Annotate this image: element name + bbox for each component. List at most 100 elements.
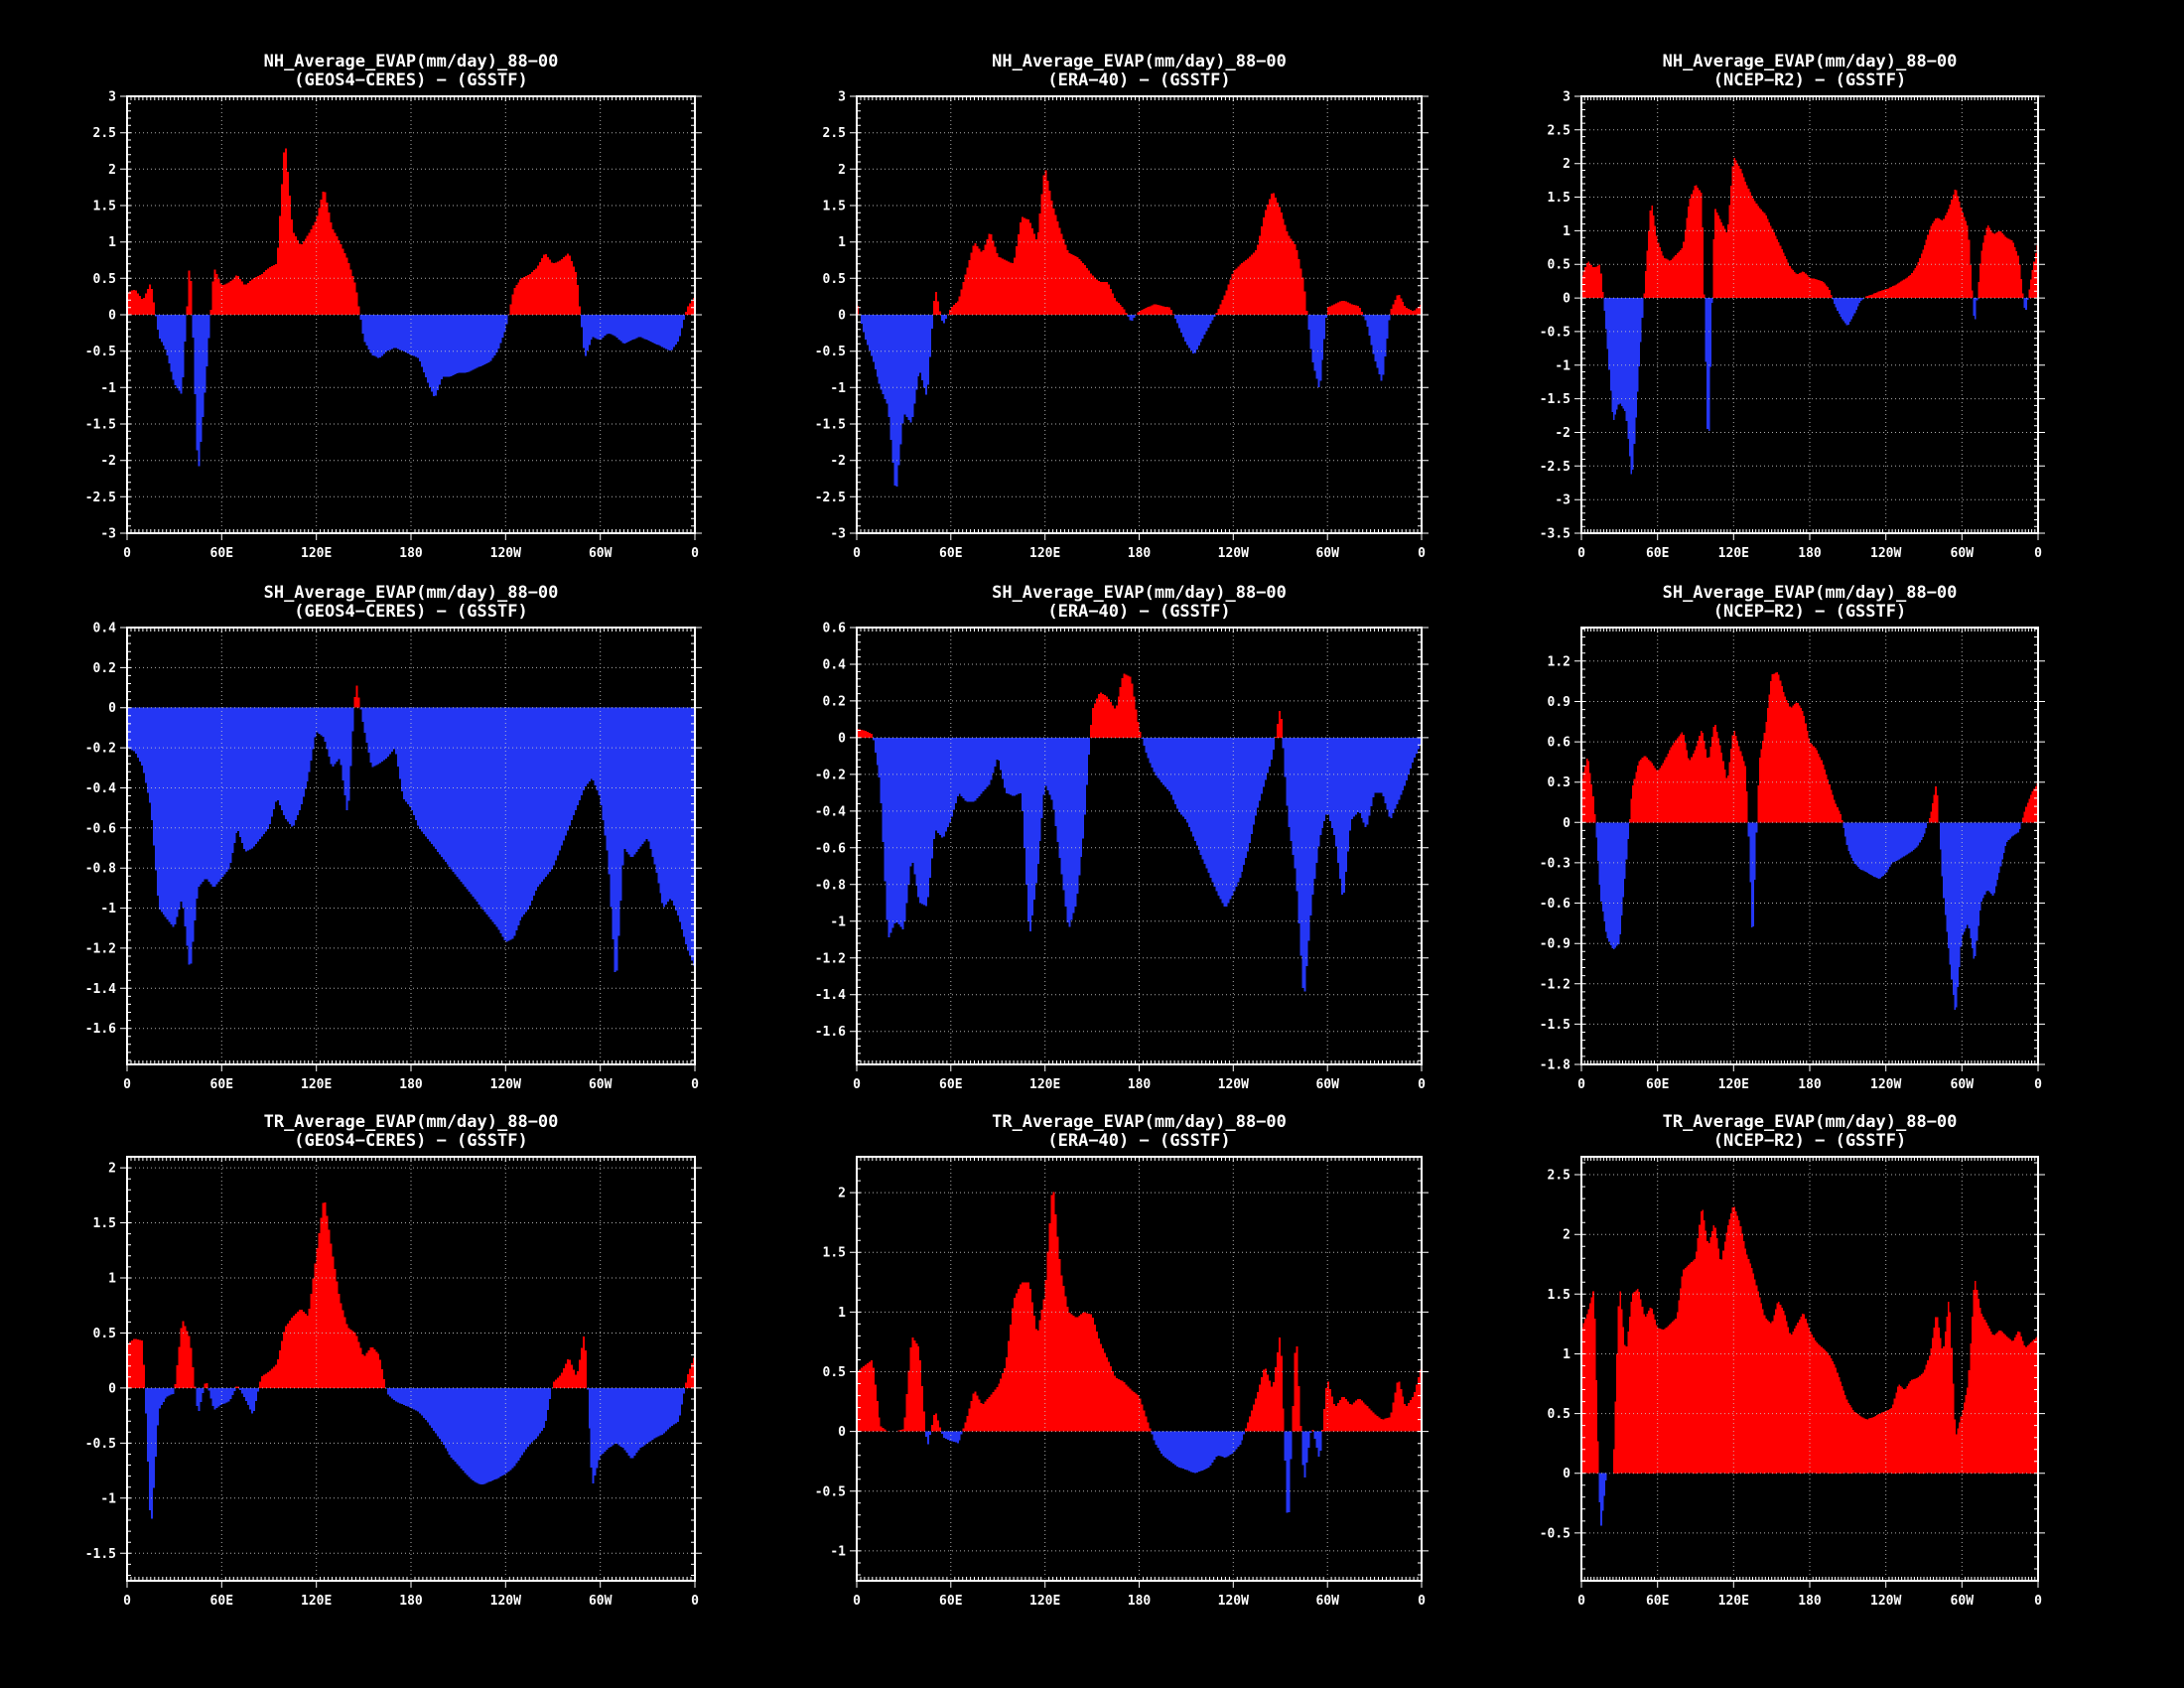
panel-title-block: SH_Average_EVAP(mm/day)_88−00 (NCEP−R2) … <box>1581 584 2038 622</box>
svg-text:0.5: 0.5 <box>93 272 116 287</box>
chart-plot-tr-ncep-r2: -0.5 0 0.5 1 1.5 2 2.5 0 60E 120E 180 120W 60W 0 <box>1540 1156 2045 1609</box>
svg-text:0: 0 <box>2034 546 2042 561</box>
svg-text:120E: 120E <box>1718 1077 1749 1092</box>
svg-text:120W: 120W <box>1218 1594 1249 1609</box>
svg-text:0: 0 <box>2034 1594 2042 1609</box>
svg-text:3: 3 <box>108 90 116 105</box>
svg-text:-0.8: -0.8 <box>815 878 846 893</box>
svg-text:0: 0 <box>123 546 131 561</box>
svg-text:120W: 120W <box>1218 1077 1249 1092</box>
svg-text:120W: 120W <box>1870 1594 1901 1609</box>
panel-tr-era40: TR_Average_EVAP(mm/day)_88−00 (ERA−40) −… <box>815 1113 1429 1609</box>
svg-text:-3.5: -3.5 <box>1540 527 1570 542</box>
svg-text:60W: 60W <box>589 546 613 561</box>
svg-text:180: 180 <box>1798 1077 1822 1092</box>
panel-title-block: TR_Average_EVAP(mm/day)_88−00 (ERA−40) −… <box>857 1113 1422 1151</box>
svg-text:1.2: 1.2 <box>1548 654 1570 669</box>
svg-text:0: 0 <box>1577 1077 1585 1092</box>
svg-text:0: 0 <box>1563 292 1570 307</box>
svg-text:0.5: 0.5 <box>823 272 846 287</box>
panel-title-block: TR_Average_EVAP(mm/day)_88−00 (NCEP−R2) … <box>1581 1113 2038 1151</box>
svg-text:3: 3 <box>1563 90 1570 105</box>
svg-text:1: 1 <box>108 1272 116 1287</box>
svg-text:60E: 60E <box>1646 1594 1669 1609</box>
svg-text:120W: 120W <box>1218 546 1249 561</box>
svg-text:60E: 60E <box>939 1594 962 1609</box>
svg-text:-1.8: -1.8 <box>1540 1058 1570 1073</box>
panel-tr-ncep-r2: TR_Average_EVAP(mm/day)_88−00 (NCEP−R2) … <box>1540 1113 2045 1609</box>
svg-text:2: 2 <box>1563 157 1570 172</box>
chart-subtitle: (NCEP−R2) − (GSSTF) <box>1712 1131 1907 1151</box>
svg-text:-0.2: -0.2 <box>85 742 116 757</box>
svg-text:60E: 60E <box>1646 546 1669 561</box>
svg-text:1: 1 <box>838 1306 846 1321</box>
svg-text:-0.3: -0.3 <box>1540 856 1570 871</box>
svg-text:180: 180 <box>1128 1077 1152 1092</box>
svg-text:-3: -3 <box>1555 493 1570 508</box>
svg-text:-1.6: -1.6 <box>85 1022 116 1037</box>
svg-text:-1.5: -1.5 <box>815 418 846 433</box>
svg-text:3: 3 <box>838 90 846 105</box>
svg-text:1.5: 1.5 <box>823 1246 846 1261</box>
svg-text:60W: 60W <box>1951 546 1975 561</box>
svg-text:-1.6: -1.6 <box>815 1025 846 1040</box>
chart-title: TR_Average_EVAP(mm/day)_88−00 <box>263 1112 559 1132</box>
svg-text:-2.5: -2.5 <box>85 491 116 505</box>
svg-text:2.5: 2.5 <box>1548 123 1570 138</box>
svg-text:120W: 120W <box>1870 546 1901 561</box>
chart-subtitle: (ERA−40) − (GSSTF) <box>1047 1131 1231 1151</box>
svg-text:0: 0 <box>691 1077 699 1092</box>
panel-sh-ncep-r2: SH_Average_EVAP(mm/day)_88−00 (NCEP−R2) … <box>1540 584 2045 1092</box>
svg-text:120E: 120E <box>301 1077 332 1092</box>
svg-text:0.5: 0.5 <box>93 1327 116 1341</box>
svg-text:-1: -1 <box>100 381 116 396</box>
chart-plot-sh-era40: -1.6 -1.4 -1.2 -1 -0.8 -0.6 -0.4 -0.2 0 0.2 0.4 0.6… <box>815 622 1429 1092</box>
svg-text:1: 1 <box>108 235 116 250</box>
chart-plot-nh-geos4-ceres: -3 -2.5 -2 -1.5 -1 -0.5 0 0.5 1 1.5 2 2.5 3 0 60E 120E 1… <box>85 90 702 561</box>
chart-title: NH_Average_EVAP(mm/day)_88−00 <box>1662 52 1958 71</box>
svg-text:0.6: 0.6 <box>1548 736 1571 751</box>
svg-text:0: 0 <box>2034 1077 2042 1092</box>
svg-text:-0.5: -0.5 <box>1540 1526 1570 1541</box>
svg-text:0: 0 <box>108 1381 116 1396</box>
svg-text:2.5: 2.5 <box>93 126 116 141</box>
svg-text:-1: -1 <box>830 381 846 396</box>
chart-title: NH_Average_EVAP(mm/day)_88−00 <box>992 52 1287 71</box>
svg-text:0: 0 <box>853 1077 861 1092</box>
svg-text:-1.5: -1.5 <box>1540 392 1570 407</box>
svg-text:180: 180 <box>1128 546 1152 561</box>
chart-plot-tr-geos4-ceres: -1.5 -1 -0.5 0 0.5 1 1.5 2 0 60E 120E 180 120W 60W 0 <box>85 1156 702 1609</box>
svg-text:120E: 120E <box>1029 1077 1060 1092</box>
svg-text:60E: 60E <box>939 546 962 561</box>
panel-title-block: NH_Average_EVAP(mm/day)_88−00 (NCEP−R2) … <box>1581 53 2038 90</box>
svg-text:-1: -1 <box>100 1491 116 1506</box>
svg-text:0: 0 <box>1563 1467 1570 1481</box>
svg-text:0: 0 <box>1577 546 1585 561</box>
svg-text:-2: -2 <box>1555 426 1570 441</box>
svg-text:0: 0 <box>1418 1594 1426 1609</box>
svg-text:120E: 120E <box>1718 1594 1749 1609</box>
chart-title: TR_Average_EVAP(mm/day)_88−00 <box>992 1112 1287 1132</box>
svg-text:0: 0 <box>853 1594 861 1609</box>
svg-text:-0.4: -0.4 <box>85 781 116 796</box>
svg-text:180: 180 <box>399 546 423 561</box>
svg-text:120E: 120E <box>301 546 332 561</box>
chart-title: NH_Average_EVAP(mm/day)_88−00 <box>263 52 559 71</box>
chart-subtitle: (ERA−40) − (GSSTF) <box>1047 70 1231 90</box>
svg-text:180: 180 <box>399 1594 423 1609</box>
svg-text:60W: 60W <box>589 1077 613 1092</box>
svg-text:0: 0 <box>1563 816 1570 831</box>
svg-text:120W: 120W <box>1870 1077 1901 1092</box>
svg-text:180: 180 <box>1798 546 1822 561</box>
svg-text:1.5: 1.5 <box>823 200 846 214</box>
svg-text:1.5: 1.5 <box>1548 191 1570 206</box>
svg-text:-0.5: -0.5 <box>85 345 116 359</box>
svg-text:-0.9: -0.9 <box>1540 937 1570 952</box>
svg-text:-2: -2 <box>100 454 116 469</box>
svg-text:60W: 60W <box>1315 1594 1339 1609</box>
svg-text:0: 0 <box>691 546 699 561</box>
svg-text:180: 180 <box>399 1077 423 1092</box>
svg-text:1.5: 1.5 <box>93 1216 116 1231</box>
svg-text:1: 1 <box>1563 1347 1570 1362</box>
panel-title-block: TR_Average_EVAP(mm/day)_88−00 (GEOS4−CER… <box>127 1113 695 1151</box>
